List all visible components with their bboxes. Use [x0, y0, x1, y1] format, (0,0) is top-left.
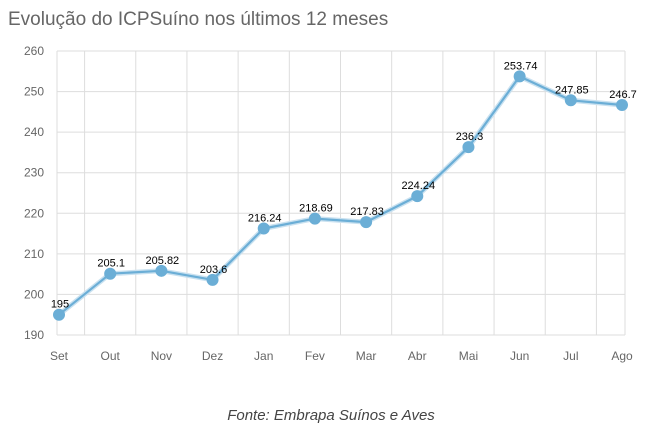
data-label: 246.7	[609, 89, 637, 101]
data-point	[462, 141, 475, 154]
data-label: 195	[51, 299, 69, 311]
x-tick-label: Jun	[510, 349, 529, 363]
x-tick-label: Out	[101, 349, 121, 363]
x-tick-label: Mar	[356, 349, 377, 363]
chart-title: Evolução do ICPSuíno nos últimos 12 mese…	[8, 9, 389, 30]
x-tick-label: Set	[50, 349, 69, 363]
data-point	[513, 70, 526, 83]
grid-layer	[56, 50, 626, 336]
data-point	[411, 190, 424, 203]
data-point	[308, 212, 321, 225]
data-label: 224.24	[401, 180, 435, 192]
data-label: 247.85	[555, 84, 589, 96]
y-tick-label: 250	[24, 85, 44, 99]
x-tick-label: Mai	[459, 349, 478, 363]
data-label: 205.1	[97, 258, 125, 270]
data-label: 217.83	[350, 206, 384, 218]
y-tick-label: 260	[24, 44, 44, 58]
data-point	[564, 94, 577, 107]
data-labels: 195 205.1 205.82 203.6 216.24 218.69 217.83 224…	[51, 60, 637, 310]
y-tick-label: 190	[24, 328, 44, 342]
x-tick-label: Ago	[611, 349, 633, 363]
x-tick-label: Abr	[408, 349, 427, 363]
data-point	[155, 264, 168, 277]
data-label: 205.82	[146, 255, 180, 267]
y-axis: 190 200 210 220 230 240 250 260	[24, 44, 44, 342]
series-layer	[53, 70, 628, 321]
data-label: 253.74	[504, 60, 538, 72]
data-point	[360, 216, 373, 229]
data-point	[257, 222, 270, 235]
y-tick-label: 200	[24, 287, 44, 301]
y-tick-label: 210	[24, 247, 44, 261]
series-line	[58, 75, 623, 316]
y-tick-label: 240	[24, 125, 44, 139]
x-tick-label: Nov	[151, 349, 172, 363]
x-axis: Set Out Nov Dez Jan Fev Mar Abr Mai Jun Jul Ago	[50, 349, 633, 363]
x-tick-label: Dez	[202, 349, 223, 363]
data-point	[616, 98, 628, 111]
x-tick-label: Jan	[254, 349, 273, 363]
data-point	[53, 308, 65, 321]
y-tick-label: 230	[24, 166, 44, 180]
data-label: 203.6	[200, 264, 228, 276]
x-tick-label: Fev	[305, 349, 325, 363]
data-point	[206, 273, 219, 286]
y-tick-label: 220	[24, 206, 44, 220]
data-label: 216.24	[248, 213, 282, 225]
data-point	[104, 267, 117, 280]
data-label: 236.3	[456, 131, 484, 143]
data-label: 218.69	[299, 203, 333, 215]
x-tick-label: Jul	[563, 349, 578, 363]
chart-source: Fonte: Embrapa Suínos e Aves	[227, 407, 435, 424]
